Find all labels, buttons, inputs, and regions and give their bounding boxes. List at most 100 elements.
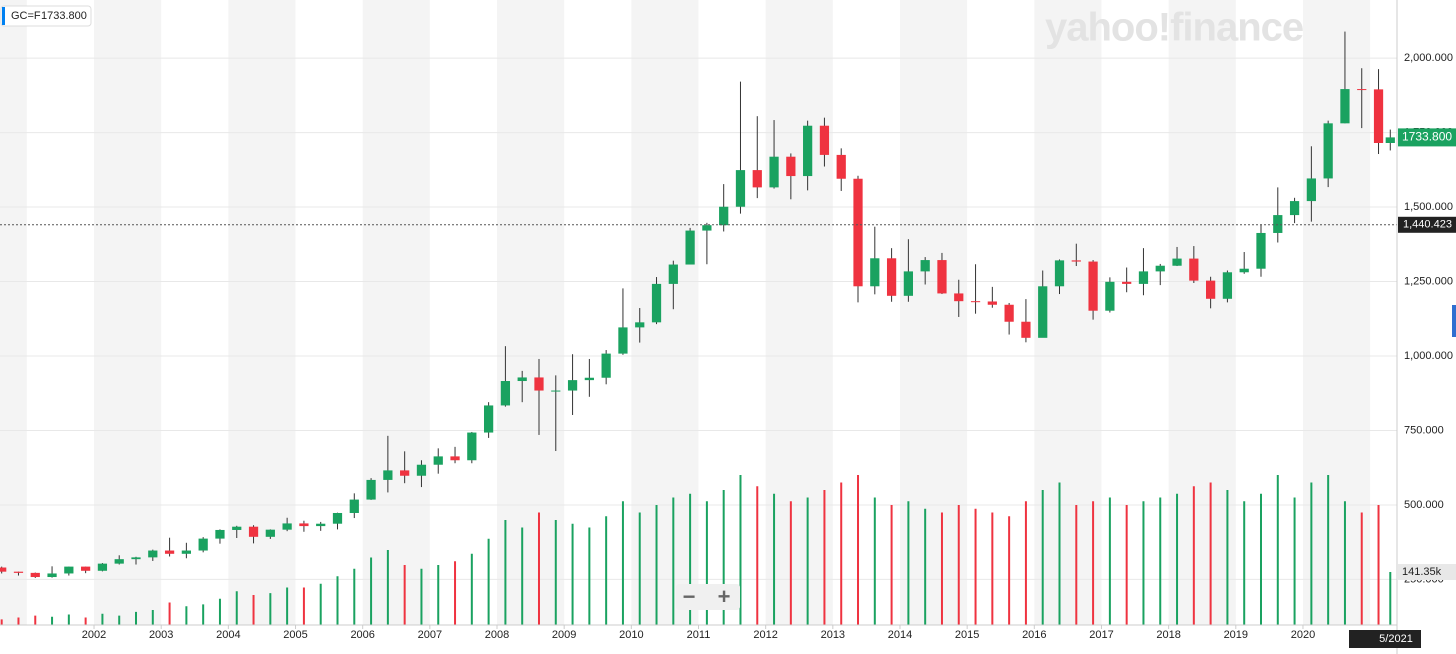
volume-bar <box>185 606 188 625</box>
volume-bar <box>873 497 876 625</box>
x-tick-label: 2008 <box>485 629 509 641</box>
x-tick-label: 2015 <box>955 629 979 641</box>
volume-bar <box>907 501 910 625</box>
volume-bar <box>1024 501 1027 625</box>
volume-bar <box>101 613 104 625</box>
candle-body <box>13 571 24 573</box>
year-band <box>765 0 833 625</box>
volume-bar <box>17 617 20 625</box>
volume-bar <box>957 505 960 625</box>
volume-bar <box>655 505 658 625</box>
candle-body <box>1306 178 1316 202</box>
candle-body <box>1088 261 1098 311</box>
volume-bar <box>1389 571 1392 625</box>
volume-bar <box>470 553 473 625</box>
volume-label: 141.35k <box>1402 566 1442 578</box>
last-price: 1733.800 <box>1402 130 1452 144</box>
legend-price: 1733.800 <box>41 10 87 22</box>
crosshair-date: 5/2021 <box>1379 633 1413 645</box>
x-tick-label: 2014 <box>888 629 912 641</box>
zoom-out[interactable]: − <box>683 584 696 609</box>
candle-body <box>332 512 343 524</box>
last-price-box <box>1398 128 1456 147</box>
candle-body <box>1206 280 1216 299</box>
y-tick-label: 1,500.000 <box>1404 201 1453 213</box>
candle-body <box>584 377 594 381</box>
x-tick-label: 2005 <box>283 629 307 641</box>
candle-body <box>819 125 830 155</box>
x-tick-label: 2002 <box>82 629 106 641</box>
year-band <box>94 0 162 625</box>
legend: GC=F 1733.800 <box>0 5 92 27</box>
candle-body <box>853 178 863 287</box>
candle-body <box>601 353 611 378</box>
volume-bar <box>789 501 792 625</box>
legend-box <box>0 5 92 27</box>
candle-body <box>131 557 141 560</box>
candle-body <box>1256 232 1266 269</box>
volume-bar <box>974 508 977 625</box>
candle-body <box>1239 268 1249 273</box>
volume-bar <box>118 615 121 625</box>
grid <box>0 57 1397 580</box>
candle-body <box>786 156 796 177</box>
volume-bar <box>1108 497 1111 625</box>
candle-body <box>803 125 813 177</box>
volume-bar <box>420 568 423 625</box>
volume-bar <box>537 512 540 625</box>
zoom-bg <box>676 584 740 610</box>
volume-bar <box>1377 505 1380 625</box>
candle-body <box>232 526 242 530</box>
candle-body <box>282 523 292 530</box>
volume-bar <box>370 557 373 625</box>
year-band <box>362 0 430 625</box>
x-tick-label: 2009 <box>552 629 576 641</box>
volume-bar <box>1209 482 1212 625</box>
volume-bar <box>739 475 742 625</box>
volume-bar <box>1293 497 1296 625</box>
candle-body <box>181 550 191 554</box>
volume-bar <box>890 505 893 625</box>
candle-body <box>903 271 914 296</box>
candle-body <box>651 283 662 323</box>
volume-bar <box>235 591 238 625</box>
candle-body <box>483 405 494 433</box>
candle-body <box>1172 258 1182 266</box>
zoom-in[interactable]: + <box>718 584 731 609</box>
side-tab[interactable] <box>1452 305 1456 337</box>
volume-bar <box>487 538 490 625</box>
volume <box>0 475 1392 625</box>
candle-body <box>299 523 309 527</box>
axis-labels: 250.000500.000750.0001,000.0001,250.0001… <box>82 52 1456 648</box>
candle-body <box>635 322 645 328</box>
volume-bar <box>1008 516 1011 625</box>
volume-bar <box>571 523 574 625</box>
volume-bar <box>286 587 289 625</box>
watermark: yahoo!finance <box>1045 6 1303 50</box>
candle-body <box>198 538 208 551</box>
crosshair-date-box <box>1349 630 1421 648</box>
candle-body <box>383 470 393 480</box>
volume-bar <box>605 516 608 625</box>
volume-bar <box>773 493 776 625</box>
candle-body <box>400 470 410 476</box>
volume-bar <box>940 512 943 625</box>
candle-body <box>668 264 678 284</box>
volume-bar <box>1276 475 1279 625</box>
volume-bar <box>135 611 138 625</box>
candle-body <box>752 170 762 188</box>
volume-bar <box>588 527 591 625</box>
candle-body <box>316 523 326 527</box>
volume-bar <box>1327 475 1330 625</box>
candle-body <box>702 225 712 231</box>
candle-body <box>416 464 427 476</box>
candle-body <box>349 499 359 513</box>
x-tick-label: 2004 <box>216 629 240 641</box>
volume-bar <box>756 486 759 625</box>
volume-bar <box>722 490 725 625</box>
volume-bar <box>218 598 221 625</box>
candle-body <box>114 559 124 564</box>
candle-body <box>735 170 746 207</box>
volume-bar <box>0 619 3 625</box>
